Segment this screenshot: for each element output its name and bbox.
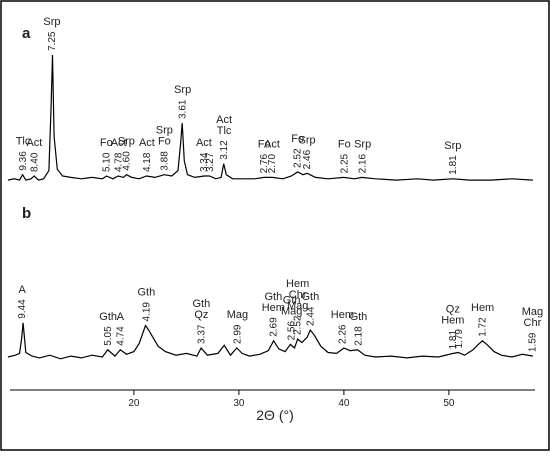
- mineral-label: Mag: [287, 300, 308, 312]
- panel-label: a: [22, 25, 31, 42]
- d-spacing-label: 3.12: [219, 140, 230, 160]
- d-spacing-label: 2.46: [302, 149, 313, 169]
- d-spacing-label: 2.52: [293, 148, 304, 168]
- mineral-label: Gth: [264, 291, 282, 303]
- mineral-label: Tlc: [16, 136, 31, 148]
- mineral-label: Hem: [471, 302, 494, 314]
- x-tick-label: 30: [233, 398, 245, 409]
- d-spacing-label: 2.70: [267, 153, 278, 173]
- mineral-label: Act: [26, 137, 42, 149]
- d-spacing-label: 2.25: [339, 153, 350, 173]
- mineral-label: A: [19, 284, 27, 296]
- mineral-label: Gth: [99, 311, 117, 323]
- x-tick-label: 20: [128, 398, 140, 409]
- d-spacing-label: 2.26: [337, 324, 348, 344]
- mineral-label: Qz: [446, 303, 460, 315]
- mineral-label: Act: [216, 114, 232, 126]
- d-spacing-label: 2.52: [293, 315, 304, 335]
- mineral-label: Mag: [281, 305, 302, 317]
- mineral-label: Srp: [118, 136, 135, 148]
- mineral-label: Mag: [522, 306, 543, 318]
- mineral-label: Srp: [299, 134, 316, 146]
- d-spacing-label: 1.59: [527, 332, 538, 352]
- d-spacing-label: 5.05: [103, 326, 114, 346]
- d-spacing-label: 4.78: [114, 152, 125, 172]
- d-spacing-label: 5.10: [101, 152, 112, 172]
- mineral-label: Srp: [43, 16, 60, 28]
- d-spacing-label: 2.76: [259, 153, 270, 173]
- mineral-label: Act: [196, 137, 212, 149]
- d-spacing-label: 8.40: [29, 152, 40, 172]
- mineral-label: Gth: [301, 291, 319, 303]
- d-spacing-label: 3.61: [178, 99, 189, 119]
- d-spacing-label: 4.19: [141, 302, 152, 322]
- mineral-label: Gth: [283, 294, 301, 306]
- d-spacing-label: 1.72: [478, 317, 489, 337]
- mineral-label: Srp: [156, 125, 173, 137]
- xrd-trace: [7, 54, 533, 181]
- mineral-label: Hem: [441, 314, 464, 326]
- mineral-label: Fo: [338, 138, 351, 150]
- x-tick-label: 50: [443, 398, 455, 409]
- mineral-label: Srp: [354, 138, 371, 150]
- xrd-trace: [7, 322, 534, 360]
- d-spacing-label: 2.44: [305, 306, 316, 326]
- d-spacing-label: 3.27: [205, 152, 216, 172]
- mineral-label: Srp: [444, 140, 461, 152]
- mineral-label: Gth: [137, 287, 155, 299]
- d-spacing-label: 2.99: [232, 324, 243, 344]
- mineral-label: Qz: [194, 309, 208, 321]
- mineral-label: Act: [111, 137, 127, 149]
- d-spacing-label: 2.56: [287, 320, 298, 340]
- d-spacing-label: 1.81: [448, 329, 459, 349]
- mineral-label: Gth: [193, 298, 211, 310]
- d-spacing-label: 3.88: [159, 151, 170, 171]
- d-spacing-label: 9.36: [18, 151, 29, 171]
- mineral-label: Srp: [174, 84, 191, 96]
- mineral-label: Mag: [227, 309, 248, 321]
- d-spacing-label: 3.37: [196, 324, 207, 344]
- mineral-label: Hem: [286, 278, 309, 290]
- mineral-label: Gth: [350, 311, 368, 323]
- mineral-label: Tlc: [217, 125, 232, 137]
- mineral-label: Fo: [291, 133, 304, 145]
- mineral-label: Act: [264, 138, 280, 150]
- mineral-label: Fo: [100, 137, 113, 149]
- d-spacing-label: 9.44: [17, 299, 28, 319]
- x-axis-title: 2Θ (°): [256, 407, 294, 423]
- mineral-label: Fo: [158, 136, 171, 148]
- mineral-label: Hem: [262, 302, 285, 314]
- d-spacing-label: 4.18: [142, 152, 153, 172]
- mineral-label: Act: [139, 137, 155, 149]
- d-spacing-label: 4.60: [121, 151, 132, 171]
- mineral-label: Chr: [289, 289, 307, 301]
- d-spacing-label: 7.25: [47, 31, 58, 51]
- d-spacing-label: 2.18: [353, 326, 364, 346]
- d-spacing-label: 1.81: [448, 155, 459, 175]
- mineral-label: Fo: [258, 138, 271, 150]
- panel-label: b: [22, 205, 31, 222]
- d-spacing-label: 2.16: [358, 153, 369, 173]
- d-spacing-label: 2.69: [268, 317, 279, 337]
- d-spacing-label: 1.79: [454, 329, 465, 349]
- mineral-label: Hem: [331, 309, 354, 321]
- d-spacing-label: 4.74: [115, 326, 126, 346]
- mineral-label: A: [117, 311, 125, 323]
- x-tick-label: 40: [338, 398, 350, 409]
- d-spacing-label: 3.34: [199, 152, 210, 172]
- mineral-label: Chr: [524, 317, 542, 329]
